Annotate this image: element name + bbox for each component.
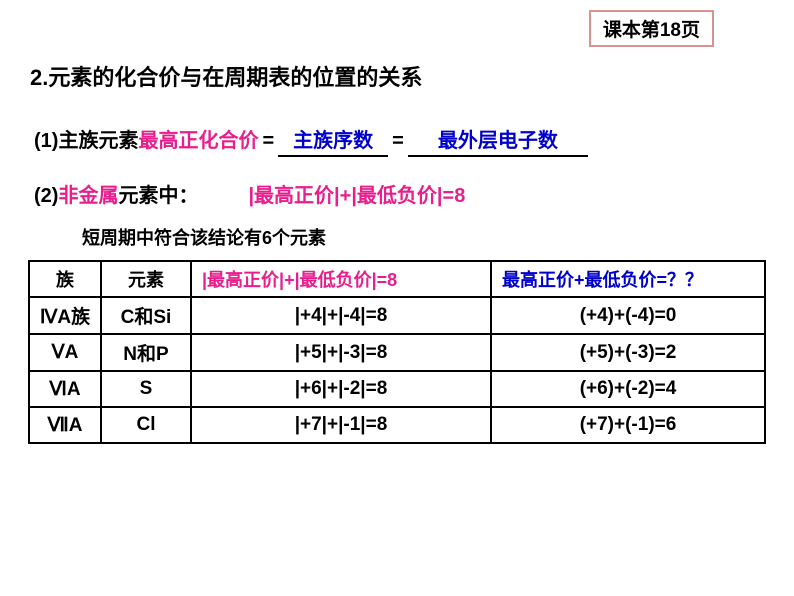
rule1-eq1: = — [262, 130, 274, 153]
rule2-prefix: (2) — [34, 185, 58, 207]
cell-f2: (+4)+(-4)=0 — [491, 297, 765, 334]
rule1-underline1: 主族序数 — [278, 124, 388, 157]
cell-group: ⅣA族 — [29, 297, 101, 334]
page-badge: 课本第18页 — [589, 10, 714, 47]
cell-element: C和Si — [101, 297, 191, 334]
table-row: ⅣA族 C和Si |+4|+|-4|=8 (+4)+(-4)=0 — [29, 297, 765, 334]
rule1-prefix: (1)主族元素 — [34, 130, 138, 152]
table-row: ⅤA N和P |+5|+|-3|=8 (+5)+(-3)=2 — [29, 334, 765, 371]
table-row: ⅦA Cl |+7|+|-1|=8 (+7)+(-1)=6 — [29, 407, 765, 443]
th-formula1: |最高正价|+|最低负价|=8 — [191, 261, 491, 297]
cell-f1: |+5|+|-3|=8 — [191, 334, 491, 371]
cell-element: S — [101, 371, 191, 407]
cell-group: ⅦA — [29, 407, 101, 443]
rule2-suffix: 元素中： — [118, 185, 198, 207]
cell-f1: |+4|+|-4|=8 — [191, 297, 491, 334]
th-group: 族 — [29, 261, 101, 297]
th-formula2: 最高正价+最低负价=？？ — [491, 261, 765, 297]
table-row: ⅥA S |+6|+|-2|=8 (+6)+(-2)=4 — [29, 371, 765, 407]
cell-f1: |+6|+|-2|=8 — [191, 371, 491, 407]
rule2-formula: |最高正价|+|最低负价|=8 — [248, 185, 465, 207]
cell-element: N和P — [101, 334, 191, 371]
cell-f2: (+6)+(-2)=4 — [491, 371, 765, 407]
th-element: 元素 — [101, 261, 191, 297]
rule1-pink: 最高正化合价 — [138, 130, 258, 152]
section-title: 2.元素的化合价与在周期表的位置的关系 — [30, 60, 774, 92]
rule-1: (1)主族元素最高正化合价 = 主族序数 = 最外层电子数 — [34, 124, 774, 157]
cell-f2: (+5)+(-3)=2 — [491, 334, 765, 371]
cell-group: ⅤA — [29, 334, 101, 371]
rule1-eq2: = — [392, 130, 404, 153]
rule-2: (2)非金属元素中： |最高正价|+|最低负价|=8 — [34, 179, 774, 208]
rule1-underline2: 最外层电子数 — [408, 124, 588, 157]
table-header-row: 族 元素 |最高正价|+|最低负价|=8 最高正价+最低负价=？？ — [29, 261, 765, 297]
cell-element: Cl — [101, 407, 191, 443]
cell-f2: (+7)+(-1)=6 — [491, 407, 765, 443]
cell-group: ⅥA — [29, 371, 101, 407]
valence-table: 族 元素 |最高正价|+|最低负价|=8 最高正价+最低负价=？？ ⅣA族 C和… — [28, 260, 766, 444]
table-subtitle: 短周期中符合该结论有6个元素 — [82, 224, 774, 250]
rule2-nonmetal: 非金属 — [58, 185, 118, 207]
cell-f1: |+7|+|-1|=8 — [191, 407, 491, 443]
